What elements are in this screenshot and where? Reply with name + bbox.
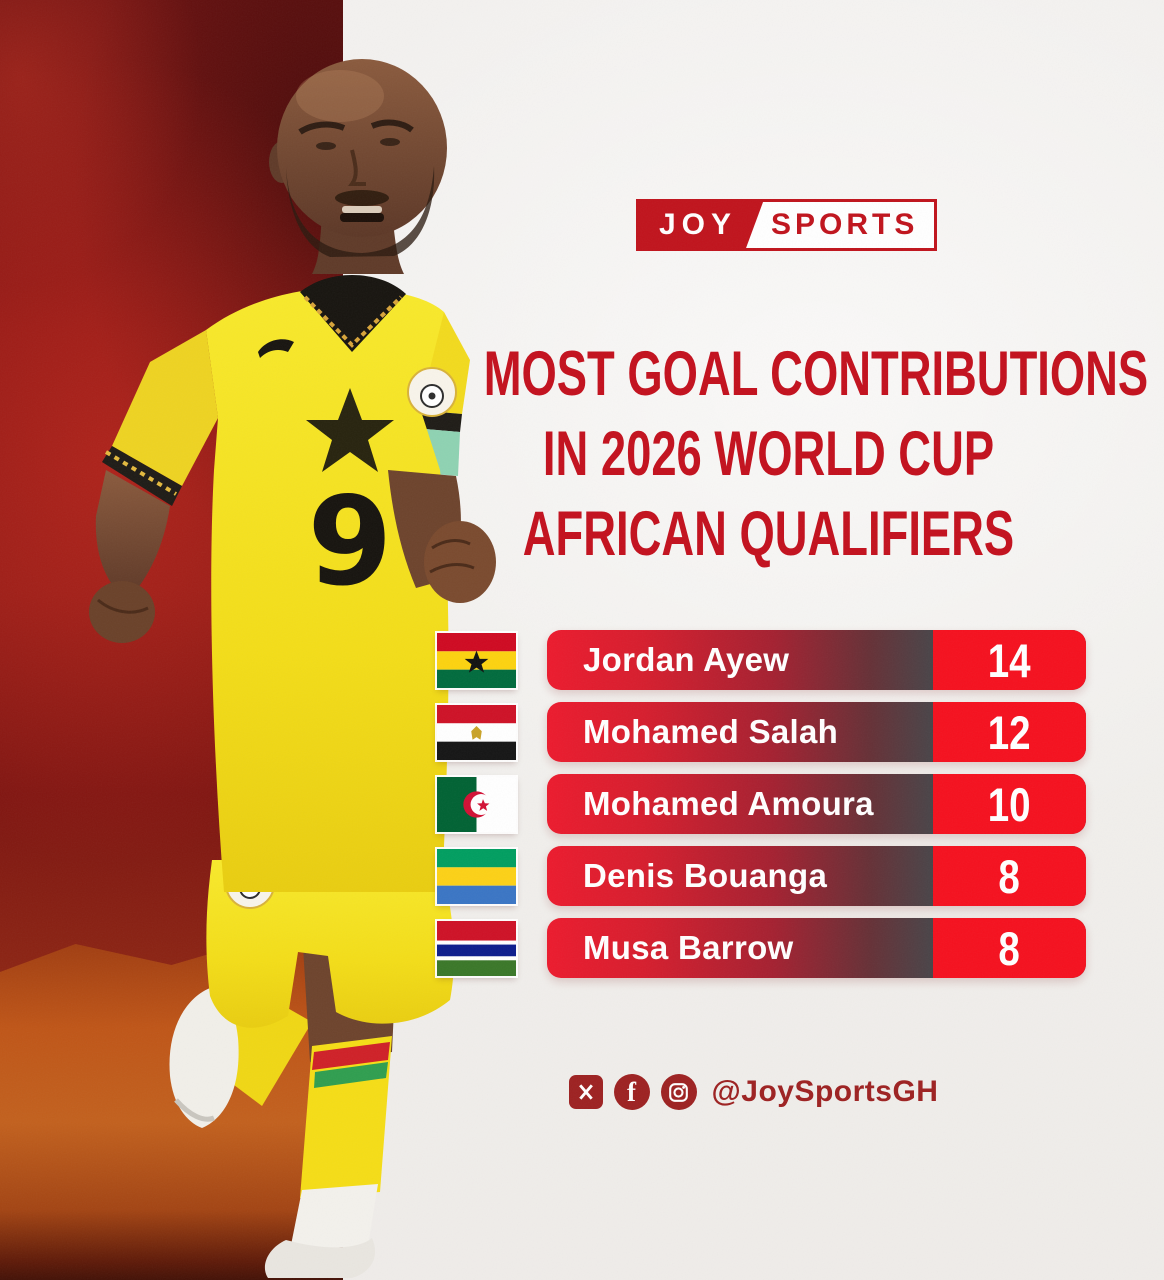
- goal-contributions-value: 8: [933, 846, 1086, 906]
- ranking-row: Jordan Ayew 14: [437, 630, 1086, 690]
- gabon-flag: [437, 848, 516, 904]
- facebook-icon: f: [613, 1074, 650, 1110]
- logo-sports-text: SPORTS: [771, 208, 919, 241]
- egypt-flag: [437, 704, 516, 760]
- joy-sports-logo: JOY SPORTS: [636, 199, 938, 251]
- ranking-row: Mohamed Amoura 10: [437, 774, 1086, 834]
- logo-joy-text: JOY: [639, 202, 763, 248]
- ranking-list: Jordan Ayew 14 Mohamed Salah 12: [437, 630, 1086, 990]
- ranking-bar: Jordan Ayew 14: [547, 630, 1086, 690]
- instagram-icon: [660, 1074, 697, 1110]
- player-name: Musa Barrow: [583, 929, 794, 966]
- player-name: Jordan Ayew: [583, 641, 790, 678]
- photo-background-panel: [0, 0, 343, 1280]
- ranking-bar: Mohamed Salah 12: [547, 702, 1086, 762]
- pitch-ground: [0, 937, 343, 1280]
- ranking-bar: Mohamed Amoura 10: [547, 774, 1086, 834]
- gambia-flag: [437, 920, 516, 976]
- social-footer: f @JoySportsGH: [343, 1068, 1164, 1116]
- goal-contributions-value: 14: [933, 630, 1086, 690]
- ranking-row: Mohamed Salah 12: [437, 702, 1086, 762]
- ranking-bar: Musa Barrow 8: [547, 918, 1086, 978]
- ranking-row: Denis Bouanga 8: [437, 846, 1086, 906]
- goal-contributions-value: 10: [933, 774, 1086, 834]
- player-name: Denis Bouanga: [583, 857, 828, 894]
- goal-contributions-value: 8: [933, 918, 1086, 978]
- ranking-row: Musa Barrow 8: [437, 918, 1086, 978]
- headline-line-3: AFRICAN QUALIFIERS: [522, 499, 1015, 569]
- headline-line-1: MOST GOAL CONTRIBUTIONS: [483, 339, 1149, 409]
- player-name: Mohamed Amoura: [583, 785, 874, 822]
- algeria-flag: [437, 776, 516, 832]
- social-handle: @JoySportsGH: [711, 1075, 939, 1108]
- headline: MOST GOAL CONTRIBUTIONS IN 2026 WORLD CU…: [373, 334, 1164, 574]
- ghana-flag: [437, 632, 516, 688]
- ranking-bar: Denis Bouanga 8: [547, 846, 1086, 906]
- x-icon: [568, 1075, 603, 1109]
- headline-line-2: IN 2026 WORLD CUP: [542, 419, 995, 489]
- goal-contributions-value: 12: [933, 702, 1086, 762]
- player-name: Mohamed Salah: [583, 713, 839, 750]
